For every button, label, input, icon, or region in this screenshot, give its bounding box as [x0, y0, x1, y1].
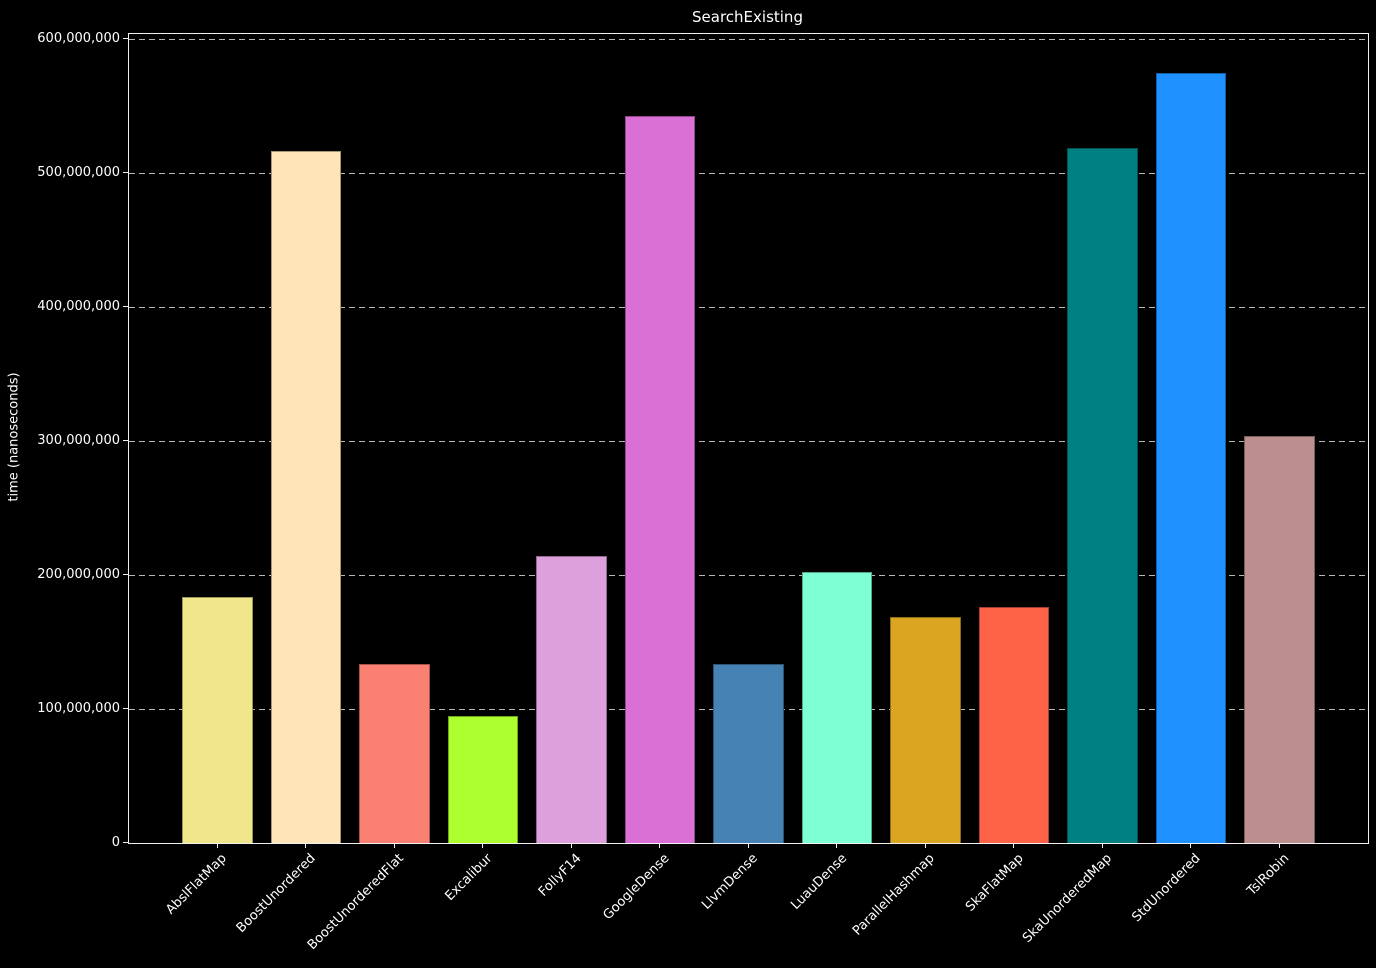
bar-boostunorderedflat	[359, 663, 430, 843]
y-tick-mark	[123, 574, 128, 576]
x-tick-label: AbslFlatMap	[163, 851, 231, 918]
y-tick-label: 600,000,000	[37, 30, 120, 46]
x-tick-mark	[747, 843, 749, 848]
x-tick-label: BoostUnordered	[233, 851, 319, 936]
y-tick-mark	[123, 172, 128, 174]
bar-follyf14	[536, 556, 607, 843]
x-tick-label: FollyF14	[535, 851, 585, 900]
x-tick-mark	[482, 843, 483, 848]
y-tick-label: 400,000,000	[37, 298, 120, 314]
y-tick-mark	[123, 38, 128, 40]
gridline	[129, 38, 1368, 40]
gridline	[129, 574, 1368, 576]
bar-abslflatmap	[182, 596, 253, 843]
bar-excalibur	[447, 715, 519, 843]
bar-skaunorderedmap	[1067, 147, 1138, 843]
bar-stdunordered	[1155, 72, 1227, 843]
x-tick-mark	[393, 843, 395, 848]
bar-luaudense	[801, 572, 873, 843]
y-tick-label: 200,000,000	[37, 566, 120, 582]
y-tick-mark	[123, 842, 128, 843]
y-axis-label: time (nanoseconds)	[6, 372, 22, 502]
x-tick-mark	[216, 843, 218, 848]
chart-title: SearchExisting	[692, 8, 803, 26]
x-tick-label: TslRobin	[1244, 851, 1293, 899]
gridline	[129, 440, 1368, 442]
y-tick-mark	[123, 306, 128, 308]
x-tick-label: GoogleDense	[600, 851, 673, 924]
y-tick-mark	[123, 708, 128, 710]
x-tick-mark	[836, 843, 837, 848]
x-tick-label: LuauDense	[787, 851, 850, 913]
y-tick-label: 100,000,000	[37, 700, 120, 716]
x-tick-mark	[305, 843, 306, 848]
x-tick-mark	[1101, 843, 1103, 848]
y-tick-label: 0	[111, 834, 120, 850]
bar-llvmdense	[713, 663, 784, 843]
x-tick-label: StdUnordered	[1129, 851, 1204, 926]
x-tick-label: ParallelHashmap	[850, 851, 939, 939]
bar-skaflatmap	[978, 607, 1050, 843]
x-tick-mark	[1013, 843, 1014, 848]
bar-tslrobin	[1244, 435, 1315, 843]
x-tick-label: BoostUnorderedFlat	[305, 851, 408, 953]
bar-parallelhashmap	[890, 616, 961, 843]
x-tick-label: SkaUnorderedMap	[1020, 851, 1116, 946]
x-tick-label: SkaFlatMap	[962, 851, 1027, 915]
x-tick-mark	[570, 843, 572, 848]
bar-googledense	[624, 115, 696, 843]
x-tick-label: LlvmDense	[699, 851, 762, 913]
x-tick-label: Excalibur	[442, 851, 496, 904]
y-tick-label: 300,000,000	[37, 432, 120, 448]
x-tick-mark	[1190, 843, 1191, 848]
plot-area	[128, 33, 1369, 844]
gridline	[129, 172, 1368, 174]
gridline	[129, 306, 1368, 308]
bar-boostunordered	[270, 150, 342, 843]
y-tick-label: 500,000,000	[37, 164, 120, 180]
y-tick-mark	[123, 440, 128, 442]
x-tick-mark	[924, 843, 926, 848]
x-tick-mark	[1278, 843, 1280, 848]
x-tick-mark	[659, 843, 660, 848]
